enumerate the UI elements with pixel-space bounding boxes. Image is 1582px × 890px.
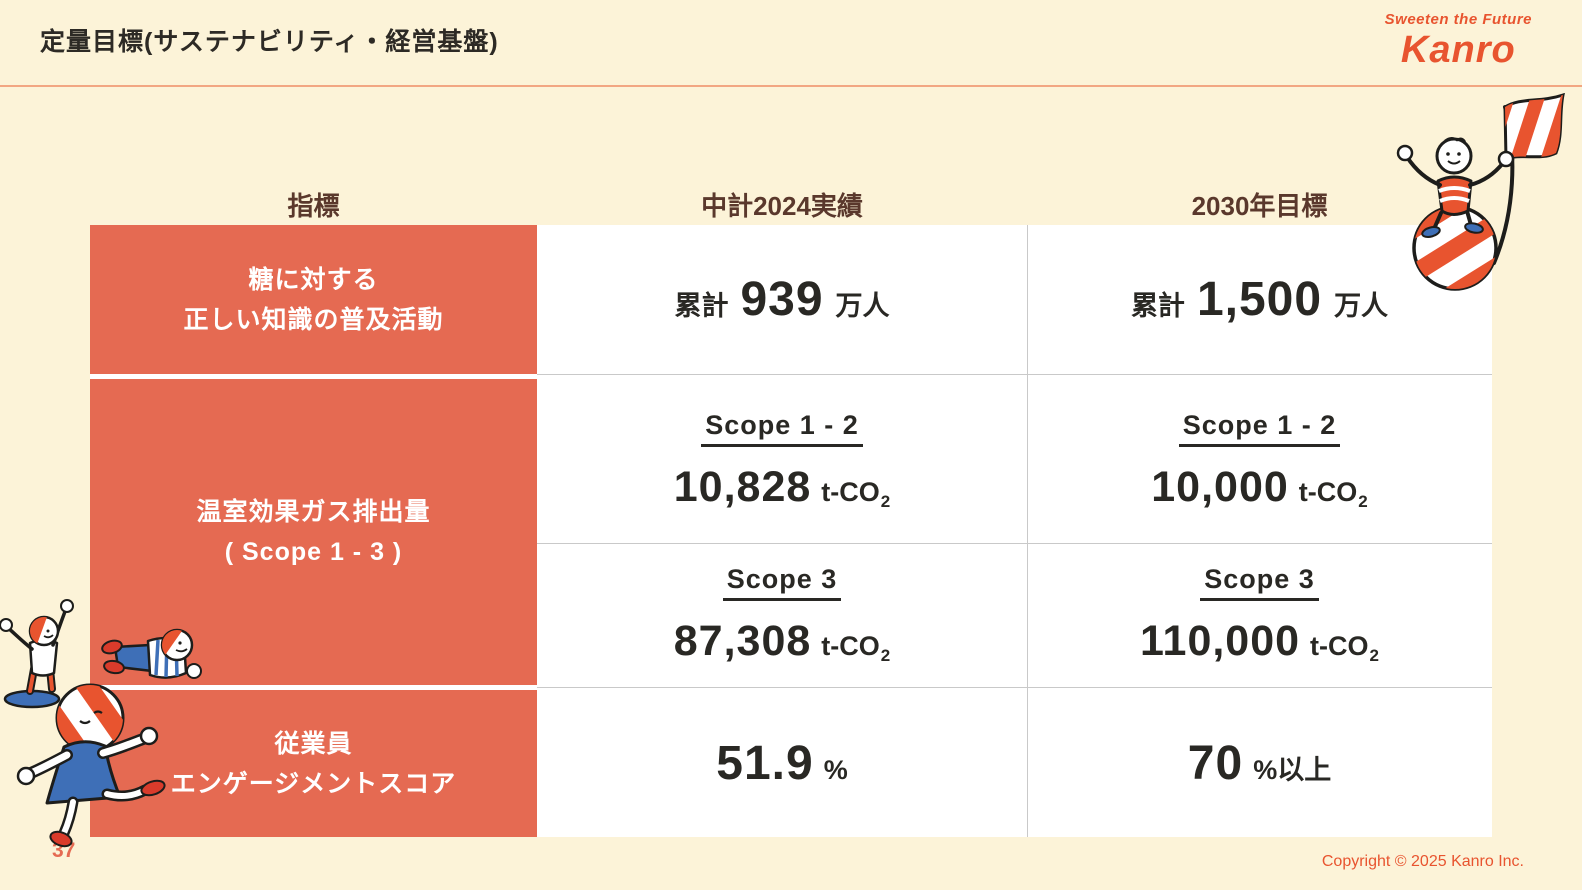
value-prefix: 累計 (674, 291, 729, 321)
row-divider-2 (537, 687, 1492, 688)
value-prefix: 累計 (1130, 291, 1185, 321)
cell-scope12-2030-target: Scope 1 - 2 10,000 t-CO2 (1027, 379, 1492, 543)
indicator-text-line: 温室効果ガス排出量 (196, 498, 431, 526)
kanro-logo: Sweeten the Future Kanro (1385, 12, 1532, 69)
value-number: 10,000 (1151, 463, 1289, 511)
value-unit: 万人 (1334, 291, 1389, 321)
scope-label: Scope 1 - 2 (701, 410, 863, 447)
value-number: 939 (740, 273, 824, 326)
page-title: 定量目標(サステナビリティ・経営基盤) (40, 28, 499, 56)
cell-engagement-2024-result: 51.9 % (537, 690, 1027, 837)
value-unit: % (823, 755, 848, 785)
value-number: 70 (1187, 737, 1244, 790)
value-number: 10,828 (673, 463, 812, 511)
value-unit: 万人 (835, 291, 890, 321)
indicator-cell-ghg-emissions: 温室効果ガス排出量 ( Scope 1 - 3 ) (90, 379, 537, 685)
indicator-text-line: ( Scope 1 - 3 ) (224, 538, 403, 566)
cell-engagement-2030-target: 70 %以上 (1027, 690, 1492, 837)
row-divider-scope (537, 543, 1492, 544)
value-number: 87,308 (673, 617, 812, 665)
value-number: 110,000 (1139, 617, 1301, 665)
column-divider (1027, 225, 1028, 837)
cell-scope3-2024-result: Scope 3 87,308 t-CO2 (537, 543, 1027, 687)
indicator-text-line: 正しい知識の普及活動 (183, 305, 444, 334)
table-header-indicator: 指標 (287, 191, 340, 221)
scope-label: Scope 3 (722, 564, 842, 601)
row-divider-1 (537, 374, 1492, 375)
cell-knowledge-2030-target: 累計 1,500 万人 (1027, 225, 1492, 374)
value-unit: %以上 (1253, 755, 1332, 785)
value-number: 1,500 (1196, 273, 1323, 326)
title-bar: 定量目標(サステナビリティ・経営基盤) Sweeten the Future K… (0, 0, 1582, 87)
value-unit: t-CO2 (821, 477, 891, 511)
value-unit: t-CO2 (821, 631, 891, 665)
indicator-text-line: 糖に対する (248, 265, 379, 294)
value-unit: t-CO2 (1298, 477, 1368, 511)
cell-scope12-2024-result: Scope 1 - 2 10,828 t-CO2 (537, 379, 1027, 543)
table-header-2030-target: 2030年目標 (1191, 191, 1328, 221)
logo-tagline: Sweeten the Future (1384, 11, 1532, 28)
cell-scope3-2030-target: Scope 3 110,000 t-CO2 (1027, 543, 1492, 687)
indicator-cell-sugar-knowledge: 糖に対する 正しい知識の普及活動 (90, 225, 537, 374)
indicator-text-line: エンゲージメントスコア (170, 769, 457, 798)
indicator-text-line: 従業員 (274, 729, 353, 758)
logo-brand: Kanro (1400, 29, 1516, 71)
cell-knowledge-2024-result: 累計 939 万人 (537, 225, 1027, 374)
scope-label: Scope 3 (1200, 564, 1319, 601)
table-header-2024-results: 中計2024実績 (701, 191, 863, 221)
indicator-cell-engagement-score: 従業員 エンゲージメントスコア (90, 690, 537, 837)
copyright-text: Copyright © 2025 Kanro Inc. (1321, 853, 1524, 870)
page-number: 37 (52, 839, 76, 862)
scope-label: Scope 1 - 2 (1178, 410, 1341, 447)
value-number: 51.9 (716, 737, 814, 790)
value-unit: t-CO2 (1310, 631, 1379, 665)
